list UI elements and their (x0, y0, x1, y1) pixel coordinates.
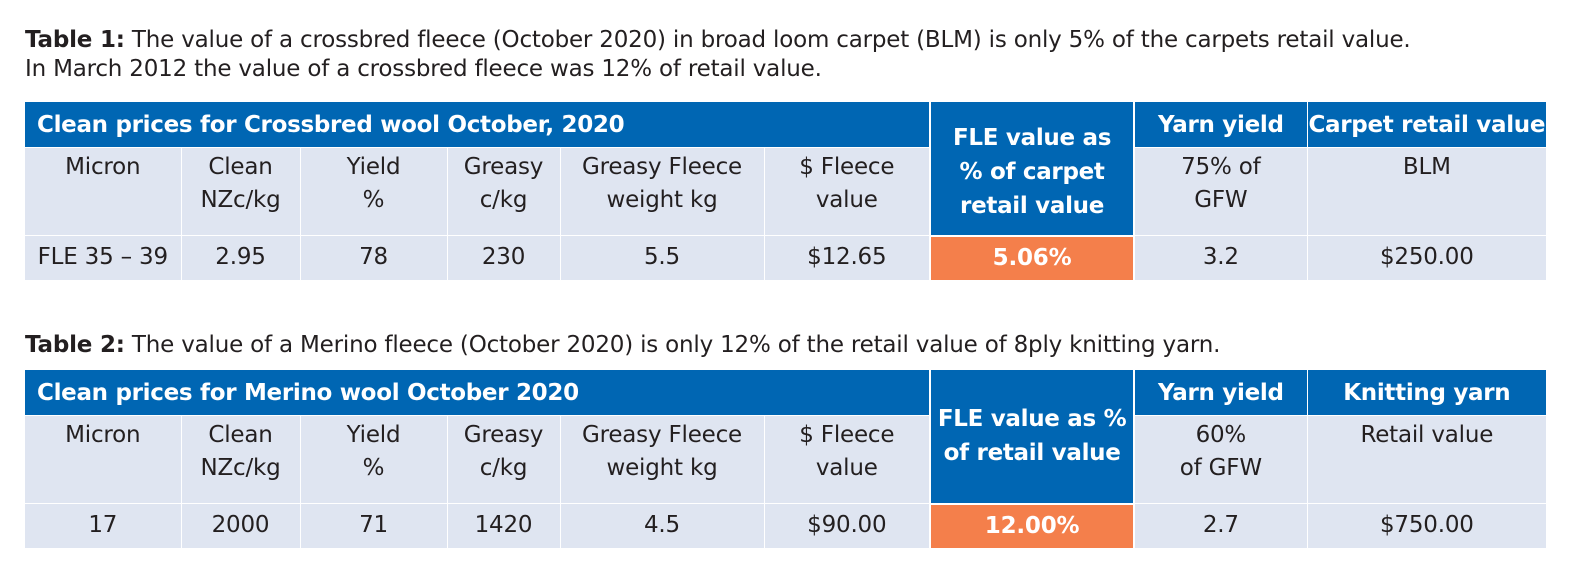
table1-retail-cell: $250.00 (1306, 235, 1547, 281)
table-row: 17 2000 71 1420 4.5 $90.00 12.00% 2.7 $7… (25, 502, 1547, 549)
table2-clean-header-l2: NZc/kg (200, 455, 281, 481)
table2-micron-header: Micron (25, 415, 181, 504)
table1-clean-header-l1: Clean (208, 154, 273, 180)
table1-caption-line2: In March 2012 the value of a crossbred f… (25, 56, 822, 82)
table2-caption: Table 2: The value of a Merino fleece (O… (25, 331, 1220, 360)
table2-greasy-header: Greasy c/kg (446, 415, 560, 504)
table2-retail-value-header: Retail value (1306, 415, 1547, 504)
table1-yarn-header: 75% of GFW (1133, 147, 1308, 236)
table2-yield-header: Yield% (299, 415, 447, 504)
table2-title: Clean prices for Merino wool October 202… (25, 370, 931, 416)
table2-gfw-header-l2: weight kg (606, 455, 718, 481)
table1-clean-header-l2: NZc/kg (200, 187, 281, 213)
table2-yarn-header: 60% of GFW (1133, 415, 1308, 504)
table1-caption: Table 1: The value of a crossbred fleece… (25, 26, 1411, 84)
table2-retail-cell: $750.00 (1306, 503, 1547, 549)
table2-yield-header-l1: Yield (346, 422, 401, 448)
table1-fleece-header-l2: value (815, 187, 878, 213)
table2-retail-header: Knitting yarn (1306, 370, 1547, 416)
table1-micron-cell: FLE 35 – 39 (25, 235, 181, 281)
table2-fle-header: FLE value as % of retail value (929, 370, 1136, 504)
table2-micron-cell: 17 (25, 503, 181, 549)
table1-greasy-header: Greasy c/kg (446, 147, 560, 236)
table2-caption-label: Table 2: (25, 332, 125, 358)
table1-yield-header-l2: % (362, 187, 385, 213)
table1-retail-header: Carpet retail value (1306, 102, 1547, 148)
table1-title: Clean prices for Crossbred wool October,… (25, 102, 931, 148)
table1-fleece-header: $ Fleece value (763, 147, 931, 236)
table2-yarn-header-l1: 60% (1195, 422, 1247, 448)
table2-greasy-cell: 1420 (446, 503, 560, 549)
table2-gfw-cell: 4.5 (559, 503, 764, 549)
table2-fleece-header: $ Fleece value (763, 415, 931, 504)
table2-yield-header-l2: % (362, 455, 385, 481)
merino-table: Clean prices for Merino wool October 202… (25, 370, 1547, 549)
table2-greasy-header-l1: Greasy (463, 422, 544, 448)
table1-gfw-header: Greasy Fleece weight kg (559, 147, 764, 236)
table2-fleece-cell: $90.00 (763, 503, 931, 549)
table2-yarn-cell: 2.7 (1133, 503, 1308, 549)
table1-greasy-header-l2: c/kg (479, 187, 528, 213)
table2-gfw-header-l1: Greasy Fleece (581, 422, 743, 448)
table2-greasy-header-l2: c/kg (479, 455, 528, 481)
table1-fle-percent-cell: 5.06% (929, 234, 1136, 281)
table1-clean-header: Clean NZc/kg (180, 147, 300, 236)
table2-fle-header-line2: of retail value (943, 440, 1121, 467)
table1-yarn-cell: 3.2 (1133, 235, 1308, 281)
table1-gfw-header-l1: Greasy Fleece (581, 154, 743, 180)
table1-fleece-header-l1: $ Fleece (799, 154, 895, 180)
table1-micron-header: Micron (25, 147, 181, 236)
table1-clean-cell: 2.95 (180, 235, 300, 281)
table2-yield-cell: 71 (299, 503, 447, 549)
table2-fle-header-line1: FLE value as % (937, 406, 1127, 433)
table1-gfw-cell: 5.5 (559, 235, 764, 281)
table1-fle-header-line3: retail value (960, 193, 1105, 220)
table1-gfw-header-l2: weight kg (606, 187, 718, 213)
table1-caption-label: Table 1: (25, 27, 125, 53)
table2-clean-header-l1: Clean (208, 422, 273, 448)
table1-caption-text: The value of a crossbred fleece (October… (124, 27, 1411, 53)
table1-yarn-yield-header: Yarn yield (1133, 102, 1308, 148)
table2-caption-text: The value of a Merino fleece (October 20… (124, 332, 1221, 358)
table1-fle-header-line1: FLE value as (953, 125, 1112, 152)
table1-blm-header: BLM (1306, 147, 1547, 236)
table2-yarn-header-l2: of GFW (1179, 455, 1262, 481)
table1-fle-header: FLE value as % of carpet retail value (929, 102, 1136, 236)
table2-yarn-yield-header: Yarn yield (1133, 370, 1308, 416)
table2-fleece-header-l1: $ Fleece (799, 422, 895, 448)
table1-yield-cell: 78 (299, 235, 447, 281)
table1-yield-header-l1: Yield (346, 154, 401, 180)
table1-yarn-header-l2: GFW (1194, 187, 1248, 213)
table1-greasy-cell: 230 (446, 235, 560, 281)
table2-fleece-header-l2: value (815, 455, 878, 481)
table1-fleece-cell: $12.65 (763, 235, 931, 281)
crossbred-table: Clean prices for Crossbred wool October,… (25, 102, 1547, 281)
table2-clean-header: Clean NZc/kg (180, 415, 300, 504)
table1-greasy-header-l1: Greasy (463, 154, 544, 180)
table2-gfw-header: Greasy Fleece weight kg (559, 415, 764, 504)
table2-fle-percent-cell: 12.00% (929, 502, 1136, 549)
table-row: FLE 35 – 39 2.95 78 230 5.5 $12.65 5.06%… (25, 234, 1547, 281)
table1-fle-header-line2: % of carpet (959, 159, 1105, 186)
table1-yarn-header-l1: 75% of (1181, 154, 1261, 180)
table2-clean-cell: 2000 (180, 503, 300, 549)
table1-yield-header: Yield% (299, 147, 447, 236)
